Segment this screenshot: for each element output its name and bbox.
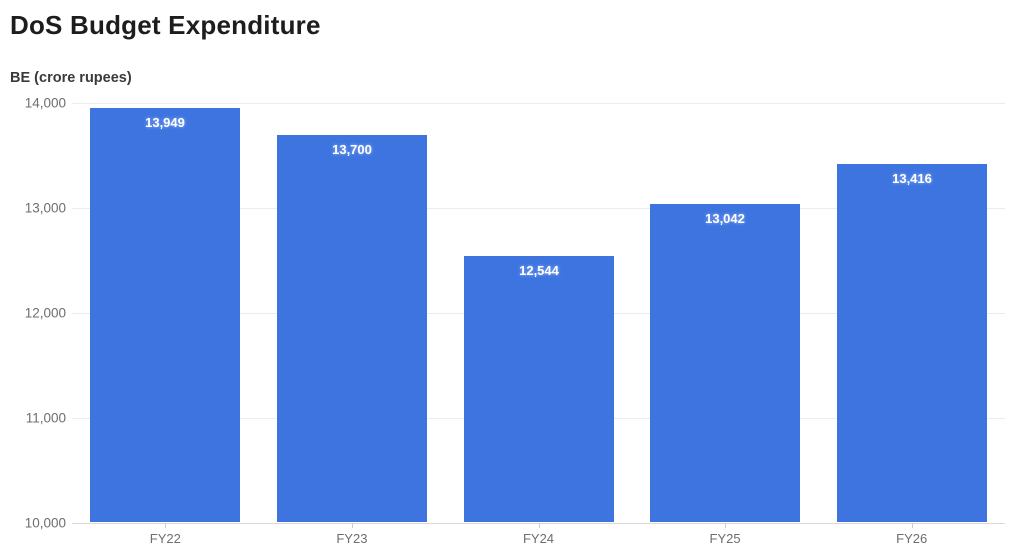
x-tick-label: FY24 [522,531,555,546]
bar-fy22: 13,949 [90,108,240,522]
bar-fy24: 12,544 [464,255,614,522]
x-tick-mark [725,523,726,528]
x-tick-label: FY26 [896,531,928,546]
x-tick-label: FY23 [336,531,368,546]
bar-value-label: 13,042 [705,210,745,226]
bar-value-label: 13,700 [332,141,372,157]
x-tick-mark [352,523,353,528]
x-tick-label: FY25 [709,531,741,546]
y-tick-label: 12,000 [24,305,66,321]
bar-fy23: 13,700 [277,134,427,522]
x-tick-mark [539,523,540,528]
x-tick-label: FY22 [149,531,181,546]
bar-fy26: 13,416 [837,164,987,522]
x-axis-baseline [72,523,1005,524]
gridline [72,103,1005,104]
gridline [72,208,1005,209]
chart-title: DoS Budget Expenditure [10,10,321,40]
bar-value-label: 13,949 [145,115,185,131]
bar-fy25: 13,042 [650,203,800,522]
y-tick-label: 14,000 [24,95,66,111]
bar-value-label: 13,416 [892,171,932,187]
y-tick-label: 10,000 [24,515,66,531]
x-tick-mark [165,523,166,528]
y-axis-unit-label: BE (crore rupees) [10,70,132,86]
bar-value-label: 12,544 [519,262,559,278]
x-tick-mark [912,523,913,528]
y-tick-label: 13,000 [24,200,66,216]
y-tick-label: 11,000 [25,410,66,426]
